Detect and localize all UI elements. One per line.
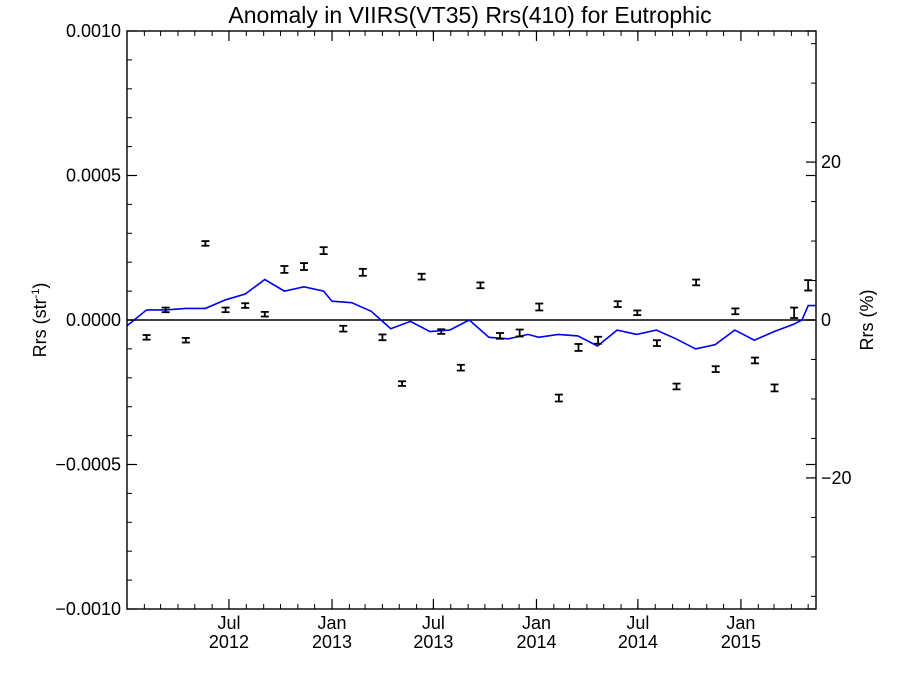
error-bar-point xyxy=(398,380,407,387)
y2-tick-label: −20 xyxy=(821,468,852,488)
error-bar-point xyxy=(554,393,563,403)
x-tick-label-year: 2014 xyxy=(516,632,556,652)
y-axis-label-superscript: -1 xyxy=(30,289,42,299)
y-tick-label: 0.0010 xyxy=(66,21,121,41)
error-bar-point xyxy=(652,339,661,347)
x-tick-label-year: 2014 xyxy=(618,632,658,652)
plot-frame-layer: −0.0010 −0.0005 0.0000 0.0005 0.0010 −20 0 20 Ju… xyxy=(55,21,851,652)
error-bar-point xyxy=(339,324,348,333)
error-bar-point xyxy=(711,365,720,373)
error-bar-point xyxy=(770,383,779,393)
anomaly-line-layer xyxy=(126,278,816,350)
y2-axis-label: Rrs (%) xyxy=(857,290,877,351)
error-bar-point xyxy=(692,278,701,287)
error-bar-point xyxy=(633,309,642,316)
y-axis-label: Rrs (str-1) xyxy=(30,283,50,358)
error-bar-point xyxy=(358,267,367,277)
error-bar-point xyxy=(300,262,309,271)
error-bar-point xyxy=(515,328,524,338)
error-bar-point xyxy=(594,335,603,345)
error-bar-point xyxy=(496,332,505,340)
error-bar-point xyxy=(456,363,465,372)
x-tick-label-month: Jul xyxy=(217,613,240,633)
y-tick-label: −0.0005 xyxy=(55,455,121,475)
error-bar-point xyxy=(417,272,426,281)
y2-tick-label: 0 xyxy=(821,310,831,330)
error-bar-point xyxy=(241,302,250,309)
anomaly-line xyxy=(126,278,816,350)
y2-tick-label: 20 xyxy=(821,152,841,172)
error-bar-point xyxy=(221,306,230,314)
error-bar-point xyxy=(613,300,622,308)
error-bar-point xyxy=(319,246,328,256)
error-bar-point xyxy=(804,279,813,292)
error-bar-point xyxy=(574,343,583,352)
error-bar-point xyxy=(142,334,151,341)
error-bar-point xyxy=(161,306,170,314)
x-tick-label-month: Jan xyxy=(726,613,755,633)
error-bar-point xyxy=(535,302,544,312)
error-bar-point xyxy=(476,281,485,290)
error-bar-point xyxy=(280,265,289,274)
error-bar-point xyxy=(181,337,190,344)
x-tick-label-month: Jan xyxy=(522,613,551,633)
error-bar-point xyxy=(790,306,799,319)
plot-frame xyxy=(126,30,817,610)
x-tick-label-month: Jul xyxy=(626,613,649,633)
x-tick-label-month: Jan xyxy=(318,613,347,633)
x-tick-label-year: 2013 xyxy=(413,632,453,652)
chart-title: Anomaly in VIIRS(VT35) Rrs(410) for Eutr… xyxy=(228,2,711,28)
x-tick-label-month: Jul xyxy=(422,613,445,633)
y-tick-label: 0.0000 xyxy=(66,310,121,330)
anomaly-points-layer xyxy=(142,240,813,403)
y-tick-label: 0.0005 xyxy=(66,166,121,186)
x-tick-label-year: 2015 xyxy=(721,632,761,652)
x-tick-label-year: 2012 xyxy=(209,632,249,652)
error-bar-point xyxy=(672,382,681,391)
error-bar-point xyxy=(437,328,446,335)
error-bar-point xyxy=(201,240,210,247)
error-bar-point xyxy=(731,307,740,316)
x-tick-label-year: 2013 xyxy=(312,632,352,652)
y-tick-label: −0.0010 xyxy=(55,599,121,619)
error-bar-point xyxy=(750,356,759,365)
y-axis-label-close: ) xyxy=(30,283,50,289)
y-axis-label-main: Rrs (str xyxy=(30,298,50,357)
error-bar-point xyxy=(260,311,269,318)
error-bar-point xyxy=(378,333,387,342)
